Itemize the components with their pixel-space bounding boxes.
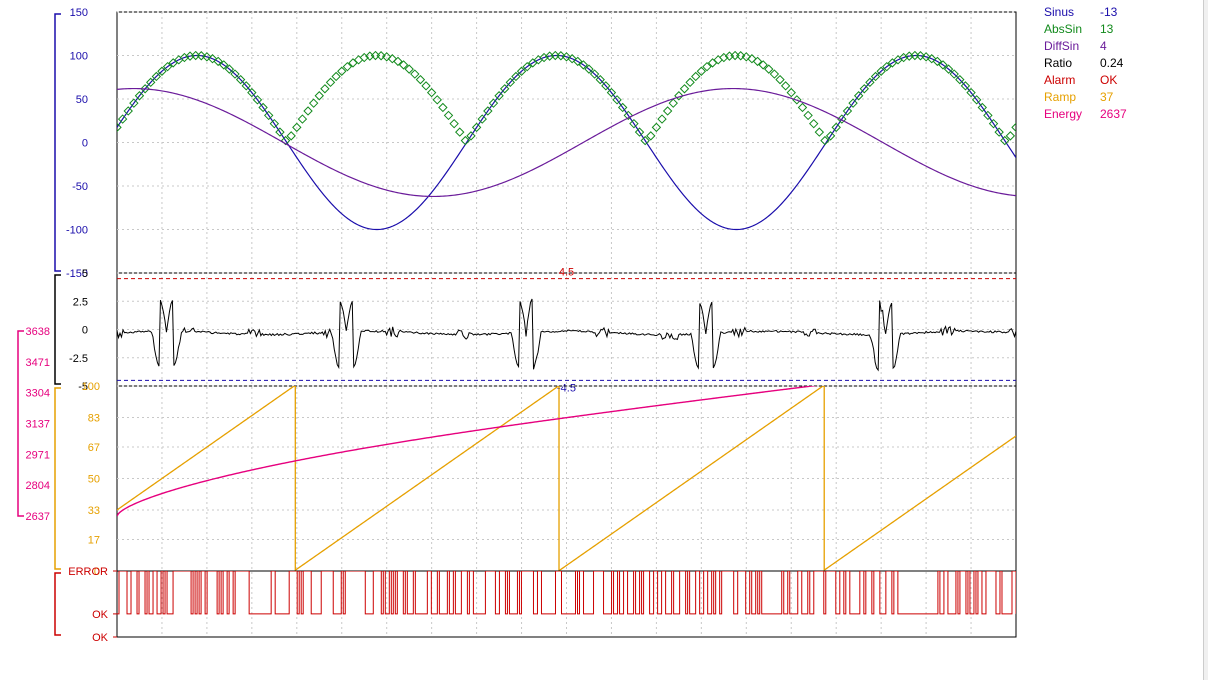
legend-name: Ramp	[1044, 89, 1090, 106]
legend-name: Alarm	[1044, 72, 1090, 89]
legend: Sinus -13 AbsSin 13 DiffSin 4 Ratio 0.24 Alarm OK…	[1044, 4, 1127, 123]
legend-value: 13	[1100, 21, 1113, 38]
svg-text:-50: -50	[72, 181, 88, 193]
svg-text:2637: 2637	[26, 511, 50, 523]
svg-text:2.5: 2.5	[73, 296, 88, 308]
svg-text:17: 17	[88, 535, 100, 547]
svg-text:ERROR: ERROR	[68, 566, 108, 578]
svg-text:0: 0	[82, 138, 88, 150]
legend-row-sinus: Sinus -13	[1044, 4, 1127, 21]
legend-value: 4	[1100, 38, 1107, 55]
svg-text:OK: OK	[92, 632, 109, 644]
legend-name: Sinus	[1044, 4, 1090, 21]
scrollbar-placeholder	[1203, 0, 1208, 680]
multi-panel-plot: -150-100-50050100150-5-2.502.554.5-4.501…	[0, 0, 1208, 680]
svg-text:67: 67	[88, 442, 100, 454]
legend-row-abssin: AbsSin 13	[1044, 21, 1127, 38]
svg-text:-2.5: -2.5	[69, 353, 88, 365]
svg-text:3304: 3304	[26, 388, 50, 400]
legend-value: 37	[1100, 89, 1113, 106]
svg-text:50: 50	[88, 474, 100, 486]
svg-text:-100: -100	[66, 225, 88, 237]
svg-text:2804: 2804	[26, 480, 50, 492]
legend-name: Energy	[1044, 106, 1090, 123]
legend-name: DiffSin	[1044, 38, 1090, 55]
legend-row-alarm: Alarm OK	[1044, 72, 1127, 89]
legend-row-ramp: Ramp 37	[1044, 89, 1127, 106]
svg-text:100: 100	[70, 51, 88, 63]
legend-row-ratio: Ratio 0.24	[1044, 55, 1127, 72]
svg-text:83: 83	[88, 412, 100, 424]
svg-text:2971: 2971	[26, 449, 50, 461]
svg-text:-4.5: -4.5	[557, 382, 576, 394]
legend-value: 0.24	[1100, 55, 1123, 72]
chart-container: -150-100-50050100150-5-2.502.554.5-4.501…	[0, 0, 1208, 680]
legend-value: -13	[1100, 4, 1117, 21]
legend-value: OK	[1100, 72, 1117, 89]
legend-name: AbsSin	[1044, 21, 1090, 38]
svg-text:100: 100	[82, 381, 100, 393]
legend-name: Ratio	[1044, 55, 1090, 72]
legend-row-diffsin: DiffSin 4	[1044, 38, 1127, 55]
legend-value: 2637	[1100, 106, 1127, 123]
svg-text:5: 5	[82, 268, 88, 280]
svg-text:33: 33	[88, 505, 100, 517]
svg-text:50: 50	[76, 94, 88, 106]
svg-text:3137: 3137	[26, 419, 50, 431]
svg-text:0: 0	[82, 325, 88, 337]
svg-text:OK: OK	[92, 609, 109, 621]
svg-text:150: 150	[70, 7, 88, 19]
svg-text:3471: 3471	[26, 357, 50, 369]
svg-text:3638: 3638	[26, 326, 50, 338]
svg-text:4.5: 4.5	[559, 267, 574, 279]
legend-row-energy: Energy 2637	[1044, 106, 1127, 123]
